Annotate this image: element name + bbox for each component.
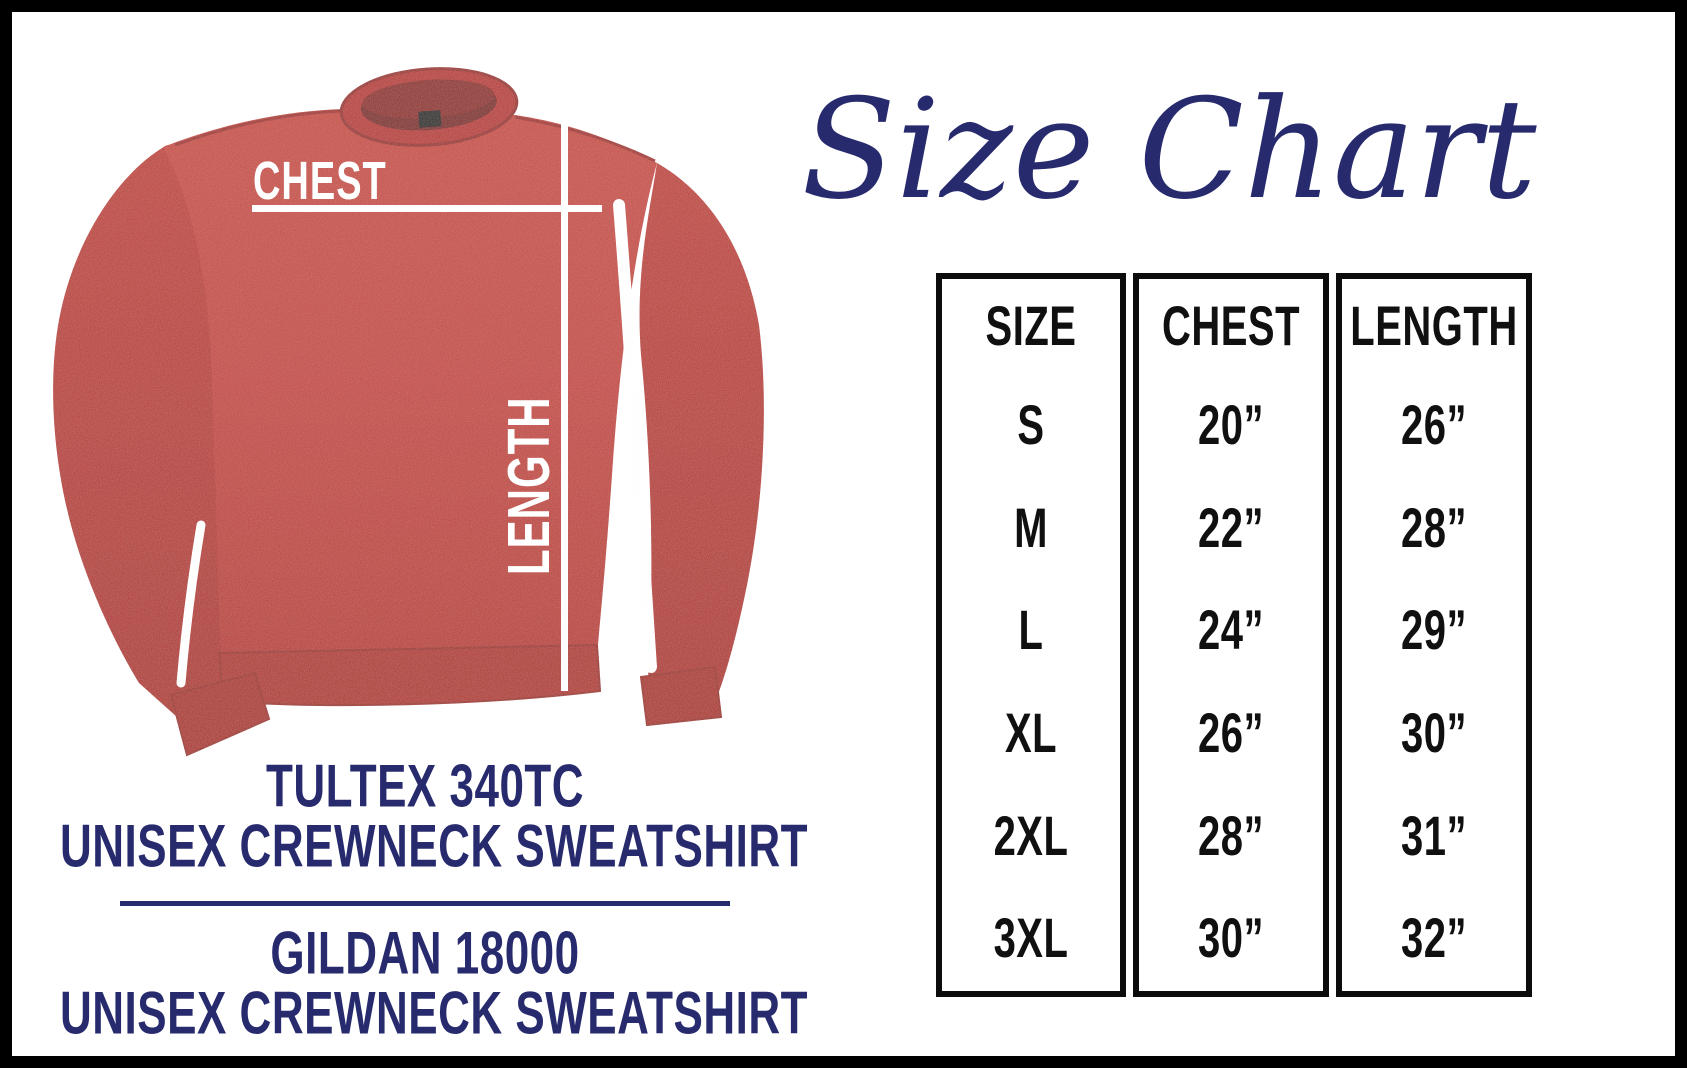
length-cell: 32”	[1401, 908, 1467, 970]
sweatshirt-diagram: CHEST LENGTH	[25, 55, 795, 765]
chest-cell: 26”	[1198, 703, 1264, 765]
torso	[163, 109, 657, 665]
chest-cell: 24”	[1198, 600, 1264, 662]
size-cell: M	[1014, 497, 1048, 559]
chest-measure-line	[252, 205, 602, 212]
collar	[339, 67, 519, 147]
sweatshirt-illustration: CHEST LENGTH	[53, 67, 764, 757]
page-title: Size Chart	[801, 69, 1537, 230]
chest-cell: 22”	[1198, 497, 1264, 559]
length-measure-line	[561, 113, 568, 691]
sweatshirt-body-group	[53, 67, 764, 757]
chest-cell: 28”	[1198, 805, 1264, 867]
product-brand1-type: UNISEX CREWNECK SWEATSHIRT	[60, 812, 808, 881]
length-cell: 31”	[1401, 805, 1467, 867]
length-cell: 26”	[1401, 395, 1467, 456]
size-cell: L	[1018, 600, 1044, 662]
hem-band	[217, 643, 602, 707]
chest-column-header: CHEST	[1161, 295, 1301, 357]
length-cell: 30”	[1401, 703, 1467, 765]
length-cell: 28”	[1401, 497, 1467, 559]
chest-column: CHEST 20” 22” 24” 26” 28” 30”	[1133, 273, 1329, 997]
product-names: TULTEX 340TC UNISEX CREWNECK SWEATSHIRT …	[60, 752, 808, 1048]
chest-label: CHEST	[253, 150, 387, 210]
size-column-header: SIZE	[985, 295, 1077, 357]
left-underarm-gap	[176, 520, 206, 688]
size-cell: S	[1017, 395, 1045, 456]
left-cuff	[169, 671, 271, 757]
length-column: LENGTH 26” 28” 29” 30” 31” 32”	[1336, 273, 1532, 997]
product-brand2-type: UNISEX CREWNECK SWEATSHIRT	[60, 979, 808, 1048]
product-brand1-model: TULTEX 340TC	[265, 752, 585, 821]
product-brand2-model: GILDAN 18000	[270, 919, 580, 988]
size-cell: XL	[1004, 703, 1058, 765]
chest-cell: 30”	[1198, 908, 1264, 970]
size-column: SIZE S M L XL 2XL 3XL	[936, 273, 1126, 997]
size-cell: 2XL	[993, 805, 1069, 867]
right-underarm-gap	[613, 199, 657, 673]
size-cell: 3XL	[993, 908, 1069, 970]
chest-cell: 20”	[1198, 395, 1264, 456]
neck-tag	[418, 110, 442, 128]
length-cell: 29”	[1401, 600, 1467, 662]
left-shoulder-seam	[174, 109, 344, 147]
divider-line	[120, 901, 730, 906]
length-label: LENGTH	[495, 396, 562, 575]
right-sleeve	[639, 163, 764, 715]
length-column-header: LENGTH	[1350, 295, 1518, 357]
right-shoulder-seam	[514, 115, 656, 163]
right-cuff	[639, 665, 723, 727]
